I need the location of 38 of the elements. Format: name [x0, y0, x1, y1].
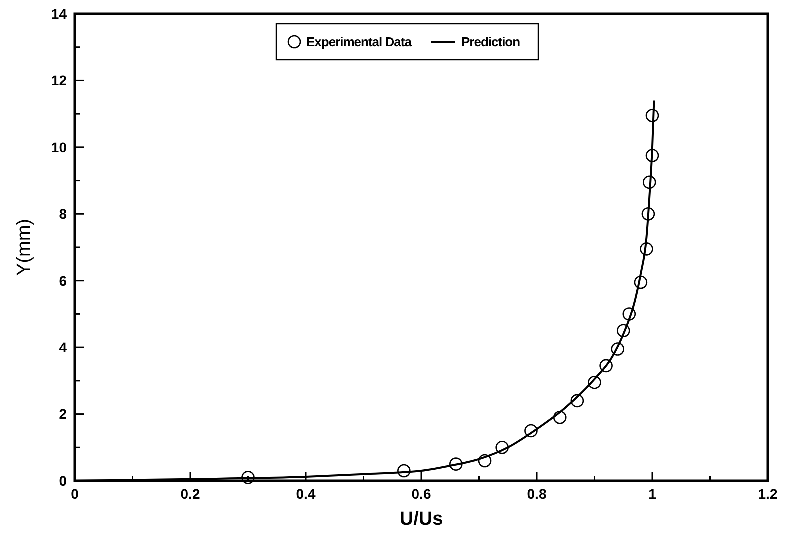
point [634, 276, 648, 290]
point [524, 424, 538, 438]
y-tick-label: 10 [51, 139, 68, 156]
y-tick-label: 4 [59, 339, 68, 356]
x-tick-label: 0.4 [296, 486, 316, 502]
y-tick-label: 6 [59, 272, 68, 289]
point [646, 109, 660, 122]
point [242, 471, 255, 484]
x-tick-label: 0.2 [180, 486, 200, 502]
x-axis-title: U/Us [400, 509, 444, 530]
point [398, 464, 411, 478]
y-tick-label: 0 [59, 472, 68, 489]
y-tick-label: 14 [51, 6, 68, 22]
point [570, 394, 584, 408]
y-axis-title: Y(mm) [14, 219, 35, 276]
y-tick-label: 12 [51, 72, 68, 89]
point [450, 458, 463, 471]
x-tick-label: 1 [648, 486, 657, 502]
point [478, 454, 492, 468]
point [611, 342, 624, 356]
x-tick-label: 0.8 [527, 486, 547, 502]
x-tick-label: 0 [71, 486, 80, 502]
y-tick-label: 2 [59, 406, 68, 422]
point [553, 410, 567, 424]
point [496, 440, 509, 454]
point [642, 176, 656, 190]
point [588, 376, 602, 390]
point [640, 242, 654, 256]
point [642, 207, 656, 221]
y-tick-label: 8 [59, 206, 68, 222]
point [600, 359, 613, 373]
legend-label: Prediction [462, 34, 521, 50]
legend-label: Experimental Data [306, 34, 413, 50]
point [622, 308, 636, 321]
x-tick-label: 1.2 [758, 486, 778, 502]
point [646, 149, 660, 162]
point [616, 324, 630, 338]
x-tick-label: 0.6 [412, 486, 432, 502]
